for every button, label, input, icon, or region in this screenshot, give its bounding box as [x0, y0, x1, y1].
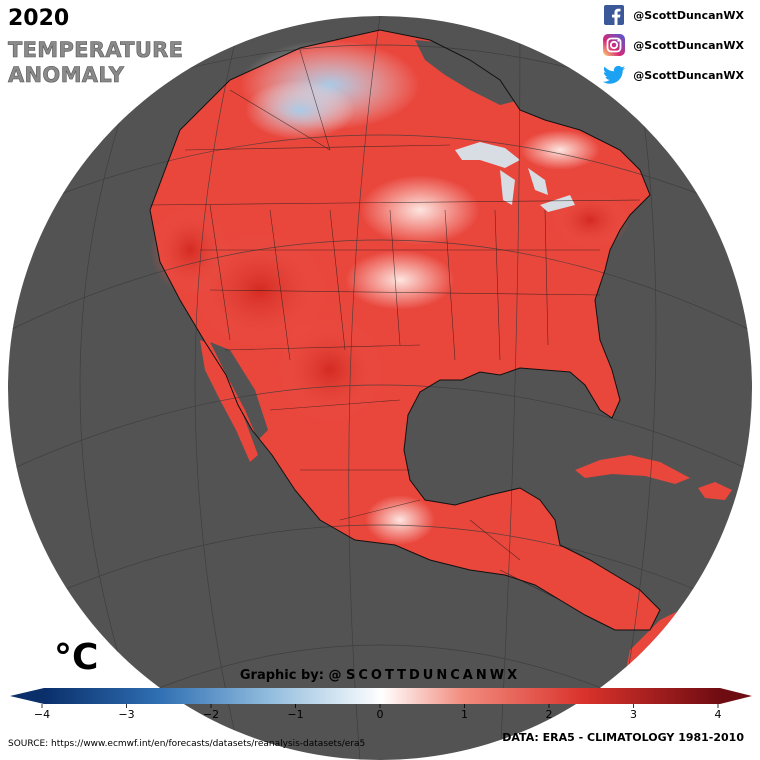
source-text: SOURCE: https://www.ecmwf.int/en/forecas… [8, 739, 366, 749]
facebook-icon [603, 4, 625, 26]
political-borders [149, 49, 641, 601]
social-facebook[interactable]: @ScottDuncanWX [603, 4, 744, 26]
map-title: TEMPERATURE ANOMALY [8, 38, 184, 88]
hudson-bay [415, 40, 520, 105]
map-year: 2020 [8, 6, 70, 31]
graticule [9, 16, 751, 760]
instagram-handle: @ScottDuncanWX [633, 38, 744, 52]
colorbar-tick-label: −3 [118, 708, 134, 721]
instagram-icon [603, 34, 626, 56]
graphic-credit: Graphic by: @ SCOTTDUNCANWX [0, 668, 760, 683]
colorbar: −4 −3 −2 −1 0 1 2 3 4 [10, 688, 752, 721]
colorbar-low-arrow [10, 688, 44, 704]
social-instagram[interactable]: @ScottDuncanWX [603, 34, 744, 56]
colorbar-tick-label: 2 [546, 708, 553, 721]
facebook-handle: @ScottDuncanWX [633, 8, 744, 22]
twitter-handle: @ScottDuncanWX [633, 68, 744, 82]
colorbar-gradient [44, 688, 720, 704]
map-title-line2: ANOMALY [8, 63, 125, 88]
colorbar-tick-label: −2 [203, 708, 219, 721]
colorbar-high-arrow [720, 688, 752, 704]
hispaniola-land [698, 482, 732, 500]
colorbar-tick-label: 0 [377, 708, 384, 721]
colorbar-tick-label: 4 [715, 708, 722, 721]
baja-california-land [200, 340, 258, 462]
social-twitter[interactable]: @ScottDuncanWX [603, 64, 744, 86]
data-note: DATA: ERA5 - CLIMATOLOGY 1981-2010 [502, 731, 744, 744]
anomaly-shading [150, 40, 630, 545]
colorbar-tick-label: 3 [630, 708, 637, 721]
graphic-credit-prefix: Graphic by: @ [239, 668, 347, 683]
colorbar-tick-label: −1 [287, 708, 303, 721]
twitter-icon [603, 64, 626, 86]
cuba-land [575, 455, 690, 484]
graphic-credit-name: SCOTTDUNCANWX [346, 668, 521, 683]
map-title-line1: TEMPERATURE [8, 38, 184, 63]
coastlines [149, 29, 661, 631]
colorbar-tick-label: −4 [34, 708, 50, 721]
great-lakes [455, 142, 575, 212]
colorbar-tick-label: 1 [461, 708, 468, 721]
colorbar-unit: °C [54, 637, 99, 678]
gulf-of-california [210, 342, 268, 440]
